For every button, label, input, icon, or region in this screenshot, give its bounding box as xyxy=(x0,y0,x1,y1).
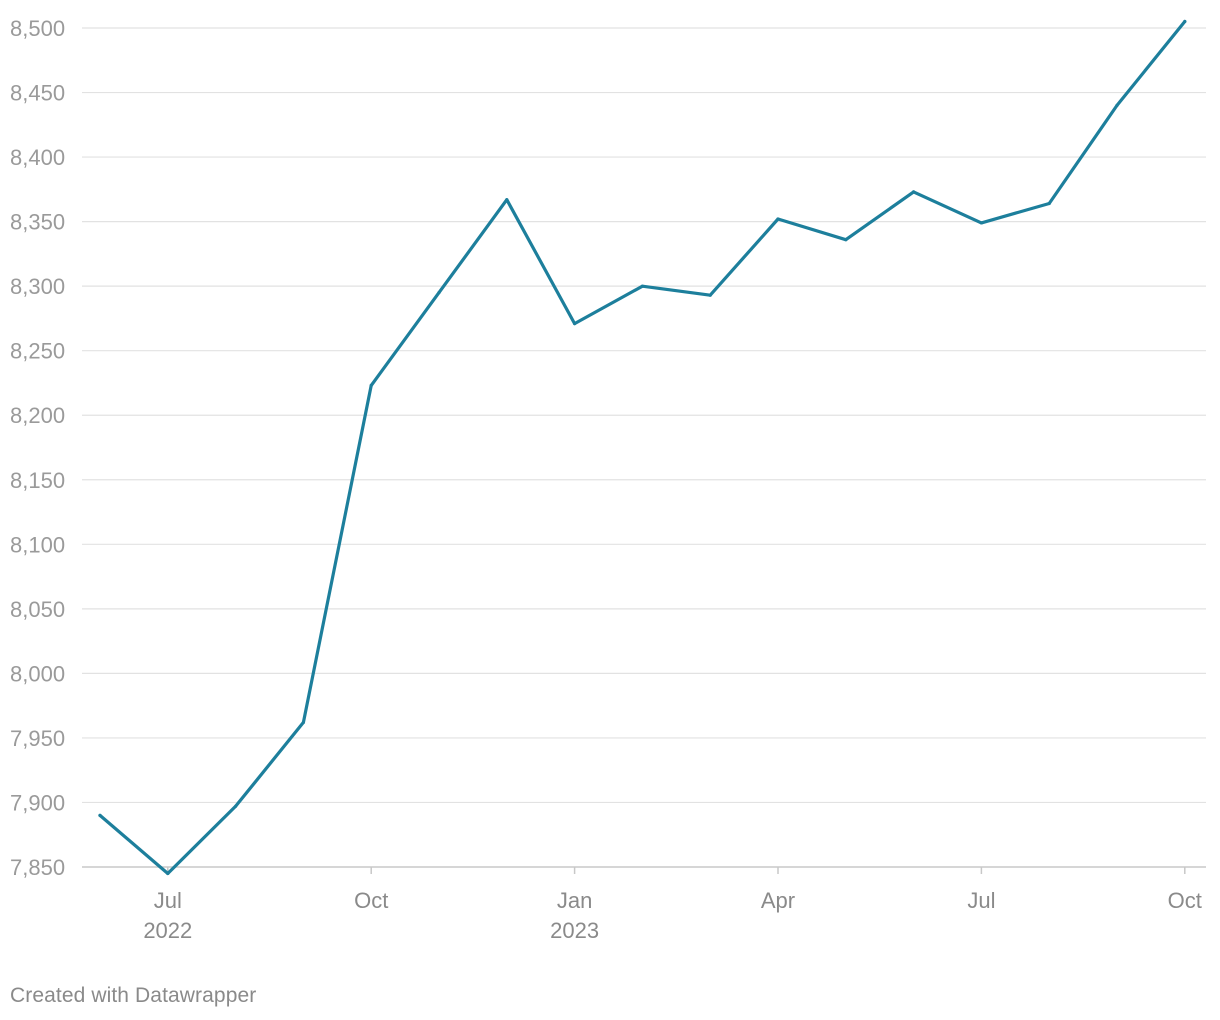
y-tick-label: 8,200 xyxy=(10,403,65,428)
data-point xyxy=(573,322,577,326)
x-tick-label: Jul xyxy=(967,888,995,913)
y-tick-label: 8,500 xyxy=(10,16,65,41)
y-tick-label: 8,050 xyxy=(10,597,65,622)
y-tick-label: 8,300 xyxy=(10,274,65,299)
y-tick-label: 7,900 xyxy=(10,790,65,815)
data-point xyxy=(98,813,102,818)
y-tick-label: 7,850 xyxy=(10,855,65,880)
x-tick-label: Oct xyxy=(354,888,388,913)
y-tick-label: 8,150 xyxy=(10,468,65,493)
series-line xyxy=(98,19,1187,876)
data-point xyxy=(979,221,984,225)
data-point xyxy=(844,238,848,242)
data-point xyxy=(437,291,441,295)
credit-text: Created with Datawrapper xyxy=(10,984,257,1007)
y-gridlines xyxy=(82,27,1206,868)
y-tick-label: 8,350 xyxy=(10,210,65,235)
y-tick-label: 8,000 xyxy=(10,661,65,686)
data-point xyxy=(1183,19,1187,24)
data-point xyxy=(912,190,916,194)
data-point xyxy=(1047,201,1051,206)
x-tick-label: Jul xyxy=(154,888,182,913)
x-axis-labels: Jul 2022 Oct Jan 2023 Apr Jul Oct xyxy=(143,888,1202,943)
x-tick-label: Jan xyxy=(557,888,592,913)
data-point xyxy=(708,293,712,297)
data-point xyxy=(776,217,780,221)
data-point xyxy=(301,720,305,725)
y-tick-label: 8,250 xyxy=(10,339,65,364)
data-point xyxy=(1115,103,1119,107)
y-tick-label: 8,450 xyxy=(10,81,65,106)
data-point xyxy=(234,804,238,808)
x-tick-year-label: 2022 xyxy=(143,918,192,943)
series-layer xyxy=(98,19,1187,876)
data-point xyxy=(505,198,509,202)
data-point xyxy=(369,383,373,388)
y-axis-labels: 7,850 7,900 7,950 8,000 8,050 8,100 8,150 8,200… xyxy=(10,16,65,880)
y-tick-label: 8,100 xyxy=(10,532,65,557)
x-axis-ticks xyxy=(167,867,1186,874)
y-tick-label: 8,400 xyxy=(10,145,65,170)
x-tick-label: Apr xyxy=(761,888,795,913)
x-tick-year-label: 2023 xyxy=(550,918,599,943)
data-point xyxy=(166,871,170,876)
y-tick-label: 7,950 xyxy=(10,726,65,751)
data-point xyxy=(640,284,645,288)
x-tick-label: Oct xyxy=(1168,888,1202,913)
